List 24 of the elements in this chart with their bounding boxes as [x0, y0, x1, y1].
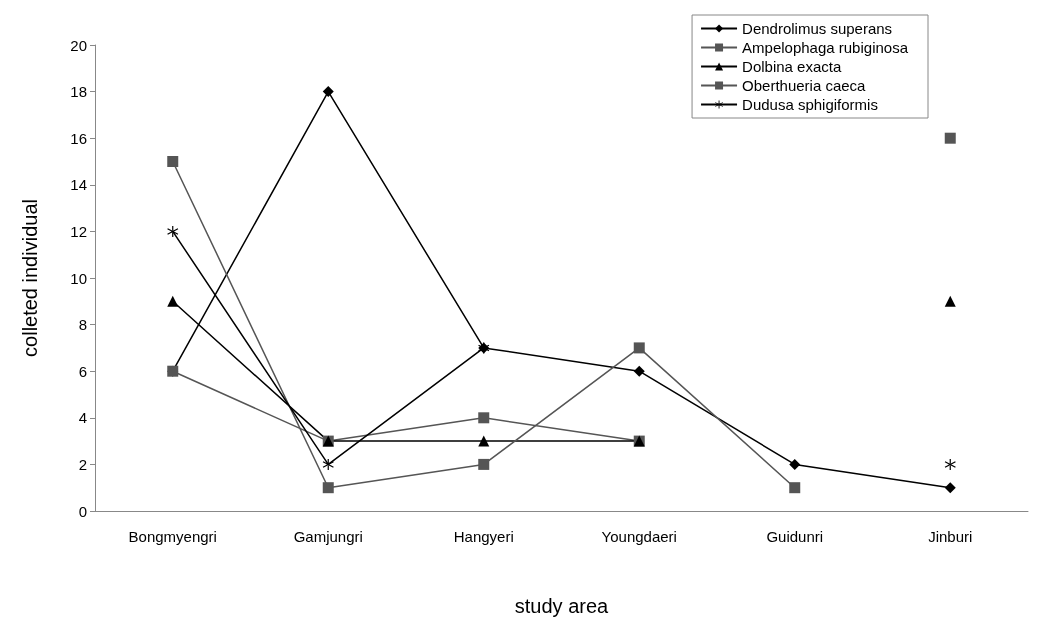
- legend-label: Ampelophaga rubiginosa: [742, 39, 909, 56]
- y-tick-label: 18: [70, 83, 87, 101]
- x-tick-label: Youngdaeri: [601, 528, 677, 545]
- y-tick-label: 10: [70, 269, 87, 287]
- x-axis-title: study area: [514, 595, 610, 617]
- x-tick-label: Jinburi: [928, 528, 973, 545]
- x-tick-label: Bongmyengri: [128, 528, 217, 545]
- y-tick-label: 0: [78, 502, 87, 520]
- x-tick-label: Hangyeri: [453, 528, 514, 545]
- y-tick-label: 8: [78, 316, 87, 334]
- legend-label: Oberthueria caeca: [742, 77, 867, 94]
- y-tick-label: 14: [70, 176, 87, 194]
- y-tick-label: 16: [70, 129, 87, 147]
- x-tick-label: Gamjungri: [293, 528, 363, 545]
- y-tick-label: 6: [78, 362, 87, 380]
- legend-label: Dendrolimus superans: [742, 20, 893, 37]
- y-tick-label: 2: [78, 455, 87, 473]
- y-tick-label: 20: [70, 36, 87, 54]
- x-tick-label: Guidunri: [766, 528, 824, 545]
- y-tick-label: 12: [70, 222, 87, 240]
- legend-label: Dudusa sphigiformis: [742, 96, 878, 113]
- legend-label: Dolbina exacta: [742, 58, 842, 75]
- y-axis-title: colleted individual: [19, 199, 41, 357]
- y-tick-label: 4: [78, 409, 87, 427]
